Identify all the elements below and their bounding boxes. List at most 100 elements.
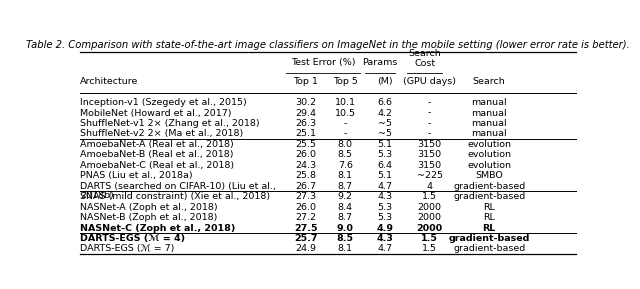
Text: 9.0: 9.0 — [337, 224, 354, 233]
Text: 29.4: 29.4 — [295, 108, 316, 118]
Text: 10.1: 10.1 — [335, 98, 356, 107]
Text: manual: manual — [472, 119, 507, 128]
Text: -: - — [428, 98, 431, 107]
Text: 6.6: 6.6 — [378, 98, 392, 107]
Text: 26.7: 26.7 — [295, 182, 316, 191]
Text: 3150: 3150 — [418, 140, 442, 149]
Text: 4.2: 4.2 — [378, 108, 392, 118]
Text: 7.6: 7.6 — [338, 161, 353, 170]
Text: 2000: 2000 — [417, 224, 443, 233]
Text: 5.1: 5.1 — [378, 171, 392, 180]
Text: evolution: evolution — [467, 150, 511, 159]
Text: 24.3: 24.3 — [295, 161, 316, 170]
Text: 4.7: 4.7 — [378, 244, 392, 253]
Text: 2000: 2000 — [418, 213, 442, 222]
Text: 25.8: 25.8 — [295, 171, 316, 180]
Text: -: - — [344, 119, 347, 128]
Text: ~5: ~5 — [378, 129, 392, 138]
Text: (GPU days): (GPU days) — [403, 77, 456, 86]
Text: 9.2: 9.2 — [338, 192, 353, 201]
Text: 8.0: 8.0 — [338, 140, 353, 149]
Text: 24.9: 24.9 — [295, 244, 316, 253]
Text: 25.1: 25.1 — [295, 129, 316, 138]
Text: 3150: 3150 — [418, 150, 442, 159]
Text: (M): (M) — [377, 77, 393, 86]
Text: 4.3: 4.3 — [376, 234, 394, 243]
Text: gradient-based: gradient-based — [449, 234, 530, 243]
Text: RL: RL — [483, 203, 495, 212]
Text: Search
Cost: Search Cost — [408, 49, 441, 68]
Text: 8.5: 8.5 — [338, 150, 353, 159]
Text: ShuffleNet-v1 2× (Zhang et al., 2018): ShuffleNet-v1 2× (Zhang et al., 2018) — [80, 119, 260, 128]
Text: RL: RL — [483, 224, 496, 233]
Text: gradient-based: gradient-based — [453, 244, 525, 253]
Text: AmoebaNet-A (Real et al., 2018): AmoebaNet-A (Real et al., 2018) — [80, 140, 234, 149]
Text: 8.7: 8.7 — [338, 182, 353, 191]
Text: DARTS (searched on CIFAR-10) (Liu et al.,: DARTS (searched on CIFAR-10) (Liu et al.… — [80, 182, 276, 191]
Text: evolution: evolution — [467, 140, 511, 149]
Text: -: - — [428, 129, 431, 138]
Text: SNAS (mild constraint) (Xie et al., 2018): SNAS (mild constraint) (Xie et al., 2018… — [80, 192, 270, 201]
Text: 5.3: 5.3 — [378, 213, 392, 222]
Text: 25.5: 25.5 — [295, 140, 316, 149]
Text: Table 2. Comparison with state-of-the-art image classifiers on ImageNet in the m: Table 2. Comparison with state-of-the-ar… — [26, 40, 630, 50]
Text: 8.1: 8.1 — [338, 244, 353, 253]
Text: 6.4: 6.4 — [378, 161, 392, 170]
Text: 30.2: 30.2 — [295, 98, 316, 107]
Text: Top 1: Top 1 — [293, 77, 318, 86]
Text: 1.5: 1.5 — [422, 192, 437, 201]
Text: SMBO: SMBO — [476, 171, 503, 180]
Text: -: - — [344, 129, 347, 138]
Text: NASNet-A (Zoph et al., 2018): NASNet-A (Zoph et al., 2018) — [80, 203, 218, 212]
Text: manual: manual — [472, 98, 507, 107]
Text: ~5: ~5 — [378, 119, 392, 128]
Text: NASNet-B (Zoph et al., 2018): NASNet-B (Zoph et al., 2018) — [80, 213, 218, 222]
Text: 2018b): 2018b) — [80, 191, 114, 200]
Text: PNAS (Liu et al., 2018a): PNAS (Liu et al., 2018a) — [80, 171, 193, 180]
Text: Test Error (%): Test Error (%) — [291, 58, 355, 67]
Text: Architecture: Architecture — [80, 77, 138, 86]
Text: AmoebaNet-C (Real et al., 2018): AmoebaNet-C (Real et al., 2018) — [80, 161, 234, 170]
Text: 4.9: 4.9 — [376, 224, 394, 233]
Text: AmoebaNet-B (Real et al., 2018): AmoebaNet-B (Real et al., 2018) — [80, 150, 234, 159]
Text: 10.5: 10.5 — [335, 108, 356, 118]
Text: 4: 4 — [427, 182, 433, 191]
Text: 8.5: 8.5 — [337, 234, 354, 243]
Text: Search: Search — [473, 77, 506, 86]
Text: MobileNet (Howard et al., 2017): MobileNet (Howard et al., 2017) — [80, 108, 232, 118]
Text: manual: manual — [472, 108, 507, 118]
Text: 5.1: 5.1 — [378, 140, 392, 149]
Text: 26.0: 26.0 — [295, 150, 316, 159]
Text: 1.5: 1.5 — [422, 244, 437, 253]
Text: 25.7: 25.7 — [294, 234, 317, 243]
Text: -: - — [428, 108, 431, 118]
Text: 2000: 2000 — [418, 203, 442, 212]
Text: ~225: ~225 — [417, 171, 443, 180]
Text: Top 5: Top 5 — [333, 77, 358, 86]
Text: 8.1: 8.1 — [338, 171, 353, 180]
Text: RL: RL — [483, 213, 495, 222]
Text: -: - — [428, 119, 431, 128]
Text: 27.5: 27.5 — [294, 224, 317, 233]
Text: 26.3: 26.3 — [295, 119, 316, 128]
Text: 4.3: 4.3 — [378, 192, 392, 201]
Text: gradient-based: gradient-based — [453, 182, 525, 191]
Text: manual: manual — [472, 129, 507, 138]
Text: ShuffleNet-v2 2× (Ma et al., 2018): ShuffleNet-v2 2× (Ma et al., 2018) — [80, 129, 243, 138]
Text: NASNet-C (Zoph et al., 2018): NASNet-C (Zoph et al., 2018) — [80, 224, 236, 233]
Text: DARTS-EGS (ℳ = 7): DARTS-EGS (ℳ = 7) — [80, 244, 174, 253]
Text: Inception-v1 (Szegedy et al., 2015): Inception-v1 (Szegedy et al., 2015) — [80, 98, 247, 107]
Text: DARTS-EGS (ℳ = 4): DARTS-EGS (ℳ = 4) — [80, 234, 185, 243]
Text: 3150: 3150 — [418, 161, 442, 170]
Text: Params: Params — [362, 58, 398, 67]
Text: 27.3: 27.3 — [295, 192, 316, 201]
Text: 1.5: 1.5 — [421, 234, 438, 243]
Text: 8.4: 8.4 — [338, 203, 353, 212]
Text: gradient-based: gradient-based — [453, 192, 525, 201]
Text: 5.3: 5.3 — [378, 150, 392, 159]
Text: evolution: evolution — [467, 161, 511, 170]
Text: 27.2: 27.2 — [295, 213, 316, 222]
Text: 4.7: 4.7 — [378, 182, 392, 191]
Text: 8.7: 8.7 — [338, 213, 353, 222]
Text: 26.0: 26.0 — [295, 203, 316, 212]
